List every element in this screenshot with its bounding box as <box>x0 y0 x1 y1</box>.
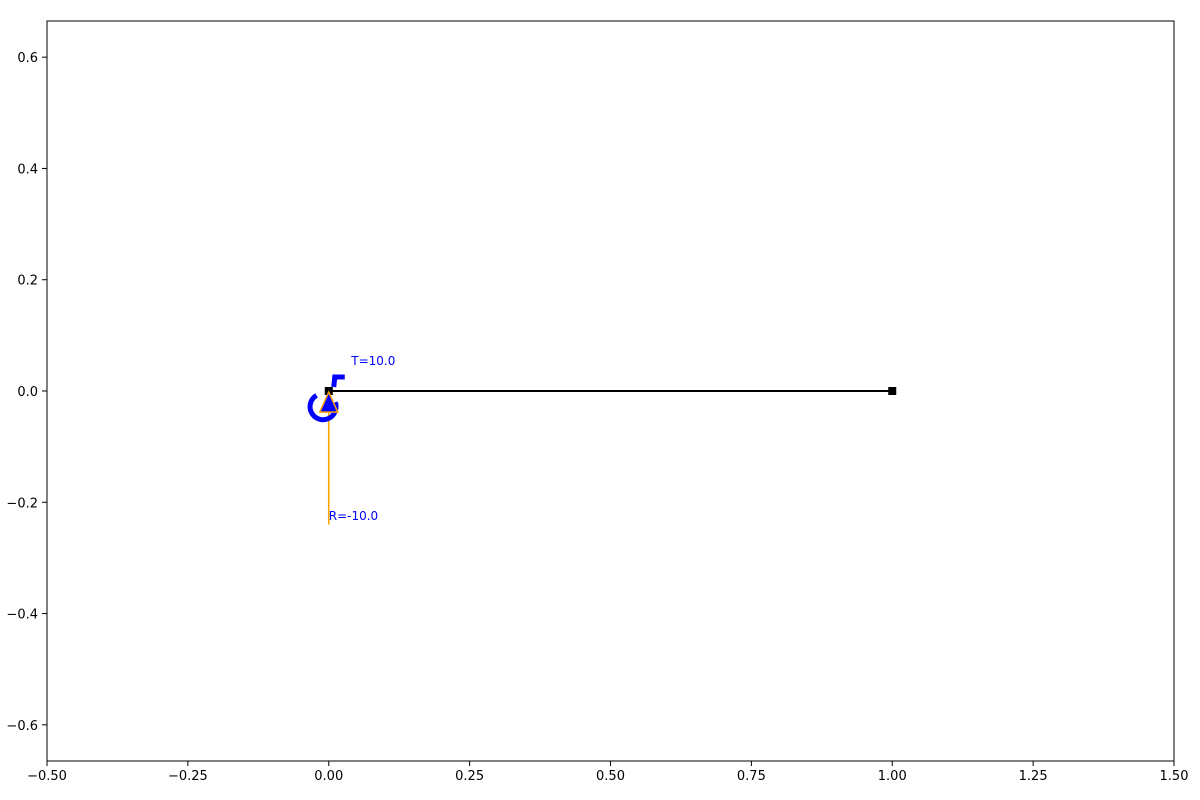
y-tick-label: 0.6 <box>17 51 38 66</box>
y-tick-label: 0.4 <box>17 162 38 177</box>
torque-arrowhead <box>331 374 345 388</box>
beam-node-marker <box>888 387 897 395</box>
x-tick-label: 1.25 <box>1019 769 1048 784</box>
y-axis-ticks: 0.6 0.4 0.2 0.0 −0.2 −0.4 −0.6 <box>6 51 47 734</box>
y-tick-label: −0.2 <box>6 496 38 511</box>
torque-label: T=10.0 <box>350 354 395 368</box>
x-tick-label: 0.25 <box>455 769 484 784</box>
x-tick-label: 1.50 <box>1160 769 1189 784</box>
x-tick-label: 0.50 <box>596 769 625 784</box>
y-tick-label: 0.2 <box>17 274 38 289</box>
plot-area: T=10.0 R=-10.0 <box>307 354 897 525</box>
x-tick-label: −0.25 <box>168 769 208 784</box>
reaction-label: R=-10.0 <box>329 509 378 523</box>
x-axis-ticks: −0.50 −0.25 0.00 0.25 0.50 0.75 1.00 1.25 1.50 <box>27 761 1188 784</box>
x-tick-label: −0.50 <box>27 769 67 784</box>
x-tick-label: 0.75 <box>737 769 766 784</box>
y-tick-label: 0.0 <box>17 385 38 400</box>
y-tick-label: −0.4 <box>6 608 38 623</box>
y-tick-label: −0.6 <box>6 719 38 734</box>
support-triangle-marker <box>318 390 339 413</box>
x-tick-label: 0.00 <box>314 769 343 784</box>
x-tick-label: 1.00 <box>878 769 907 784</box>
